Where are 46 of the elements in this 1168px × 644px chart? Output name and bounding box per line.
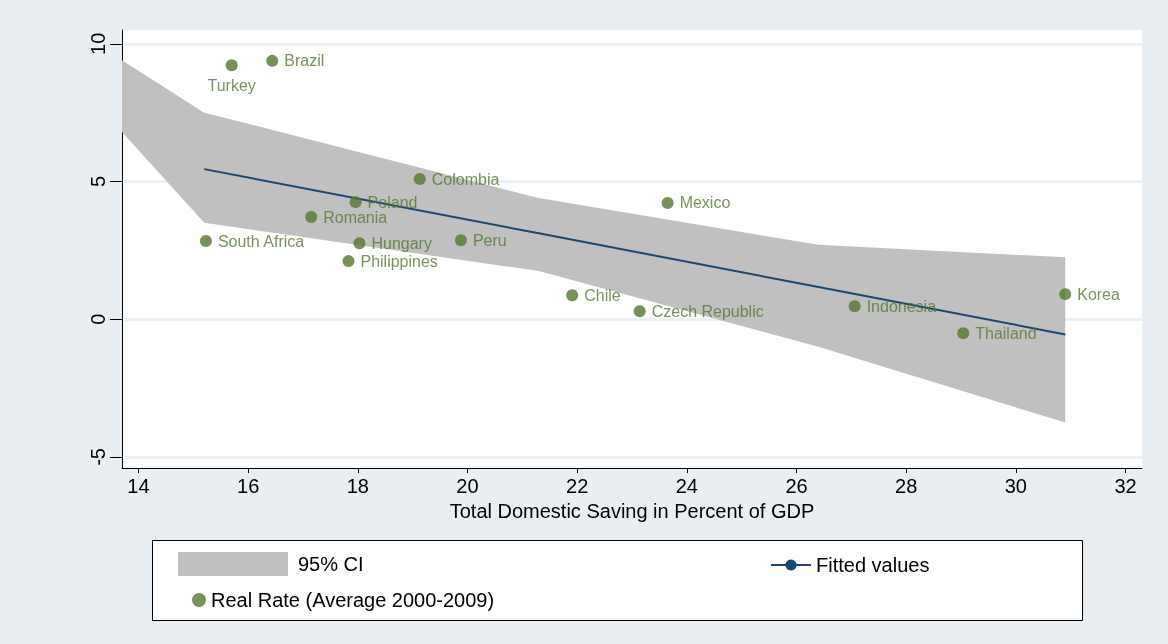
data-label: Brazil [284,52,325,70]
y-tick-label: 10 [87,32,109,55]
x-tick-label: 32 [1114,475,1137,497]
data-label: Thailand [975,324,1037,342]
data-label: Peru [472,231,507,249]
x-tick-label: 30 [1004,475,1027,497]
text: 95% CI [298,552,364,576]
point [957,327,970,340]
point [305,211,318,224]
x-tick-label: 26 [785,475,808,497]
point [413,173,426,186]
x-tick-label: 14 [127,475,150,497]
point [566,289,579,302]
x-tick-label: 22 [566,475,589,497]
x-tick-label: 16 [237,475,260,497]
x-tick-label: 24 [675,475,698,497]
point [199,235,212,248]
x-tick-label: 28 [895,475,918,497]
point [342,255,355,268]
point [661,197,674,209]
point [349,196,362,209]
y-tick-label: 0 [87,313,109,325]
point [848,300,861,313]
point [225,59,238,72]
data-label: Philippines [360,252,438,270]
data-label: Chile [584,286,621,304]
y-tick-label: 5 [87,175,109,188]
x-tick-label: 20 [456,475,479,497]
y-tick-label: -5 [87,448,109,466]
legend-label: Fitted values [816,554,930,576]
point [454,234,467,247]
data-label: Korea [1077,285,1121,303]
point [633,305,646,318]
data-label: South Africa [217,232,305,250]
data-label: Czech Republic [651,302,764,320]
data-label: Mexico [679,194,731,212]
data-label: Hungary [371,234,432,252]
x-axis-title: Total Domestic Saving in Percent of GDP [449,499,815,522]
data-label: Colombia [431,170,500,188]
data-label: Romania [323,208,388,226]
point [1059,288,1072,301]
x-tick-label: 18 [346,475,369,497]
data-label: Turkey [207,76,256,94]
point [353,237,366,250]
point [266,54,279,67]
legend-label: Real Rate (Average 2000-2009) [211,589,495,611]
